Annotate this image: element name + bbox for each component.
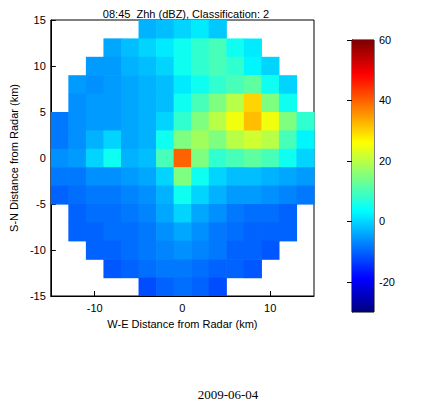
svg-text:10: 10 bbox=[264, 302, 276, 314]
svg-text:20: 20 bbox=[379, 155, 391, 167]
svg-text:08:45 Zhh (dBZ), Classificati: 08:45 Zhh (dBZ), Classification: 2 bbox=[103, 8, 269, 20]
svg-text:40: 40 bbox=[379, 94, 391, 106]
svg-text:0: 0 bbox=[179, 302, 185, 314]
svg-text:15: 15 bbox=[34, 14, 46, 26]
svg-text:0: 0 bbox=[40, 152, 46, 164]
svg-text:S-N Distance from Radar (km): S-N Distance from Radar (km) bbox=[8, 84, 20, 232]
svg-text:60: 60 bbox=[379, 34, 391, 46]
svg-text:-15: -15 bbox=[30, 290, 46, 302]
svg-text:5: 5 bbox=[40, 106, 46, 118]
svg-text:W-E Distance from Radar (km): W-E Distance from Radar (km) bbox=[107, 318, 257, 330]
svg-text:-5: -5 bbox=[36, 198, 46, 210]
svg-text:-20: -20 bbox=[379, 276, 395, 288]
svg-text:-10: -10 bbox=[30, 244, 46, 256]
svg-text:2009-06-04: 2009-06-04 bbox=[198, 387, 259, 402]
svg-text:-10: -10 bbox=[87, 302, 103, 314]
svg-text:0: 0 bbox=[379, 215, 385, 227]
svg-text:10: 10 bbox=[34, 60, 46, 72]
